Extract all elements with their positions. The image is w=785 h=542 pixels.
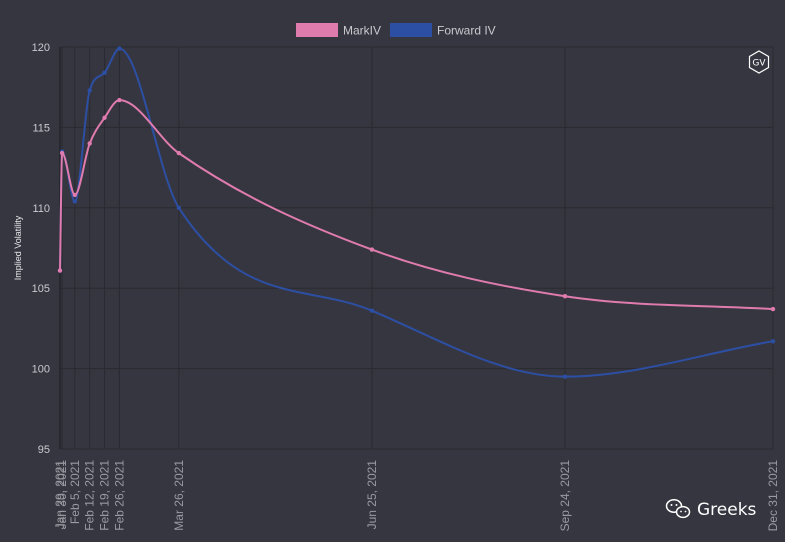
y-tick-label: 100 [32, 364, 50, 376]
wechat-icon [665, 499, 691, 519]
x-tick-label: Jan 29, 2021 [53, 460, 67, 530]
hexagon-icon [748, 50, 770, 74]
legend[interactable]: MarkIV Forward IV [296, 23, 496, 38]
data-point[interactable] [176, 205, 182, 210]
data-point[interactable] [72, 199, 78, 204]
y-axis-ticks: 95 100 105 110 115 120 [32, 42, 50, 456]
watermark: Greeks [665, 499, 757, 520]
x-tick-label: Sep 24, 2021 [558, 460, 572, 532]
data-point[interactable] [562, 294, 568, 299]
y-tick-label: 95 [38, 444, 50, 456]
y-gridlines [60, 46, 773, 450]
data-point[interactable] [59, 150, 65, 156]
data-point[interactable] [770, 306, 776, 312]
x-tick-label: Jan 30, 2021 [55, 460, 69, 530]
data-point[interactable] [72, 192, 78, 198]
data-point[interactable] [369, 247, 375, 252]
y-tick-label: 120 [32, 42, 50, 54]
x-tick-label: Feb 26, 2021 [112, 460, 126, 531]
y-axis-title: Implied Volatility [13, 215, 23, 280]
data-point[interactable] [87, 88, 92, 93]
x-gridlines [59, 47, 774, 449]
y-tick-label: 105 [32, 283, 50, 295]
gv-badge: GV [748, 50, 770, 74]
data-point[interactable] [176, 150, 182, 156]
y-tick-label: 115 [32, 122, 50, 134]
x-tick-label: Dec 31, 2021 [766, 460, 780, 532]
data-point[interactable] [87, 141, 92, 146]
x-tick-label: Feb 19, 2021 [98, 460, 112, 531]
data-point[interactable] [102, 70, 107, 75]
data-point[interactable] [57, 268, 63, 273]
legend-label: Forward IV [437, 24, 496, 38]
data-point[interactable] [117, 46, 122, 51]
legend-swatch [390, 23, 432, 37]
x-tick-label: Mar 26, 2021 [172, 460, 186, 531]
series-forward-iv [57, 46, 776, 379]
data-point[interactable] [117, 97, 122, 103]
x-tick-label: Feb 5, 2021 [68, 460, 82, 524]
y-tick-label: 110 [32, 203, 50, 215]
data-point[interactable] [102, 115, 107, 120]
series-line [59, 99, 774, 311]
legend-swatch [296, 23, 338, 37]
data-point[interactable] [562, 374, 568, 379]
data-point[interactable] [770, 339, 776, 344]
legend-item-forward-iv[interactable]: Forward IV [390, 23, 496, 38]
data-point[interactable] [369, 308, 375, 313]
series-layer [57, 46, 776, 379]
gv-badge-label: GV [752, 59, 766, 69]
x-tick-label: Jun 25, 2021 [365, 460, 379, 530]
legend-item-markiv[interactable]: MarkIV [296, 23, 381, 38]
watermark-text: Greeks [697, 500, 757, 520]
x-tick-label: Feb 12, 2021 [83, 460, 97, 531]
series-markiv [57, 97, 776, 312]
series-line [59, 47, 774, 378]
legend-label: MarkIV [343, 24, 381, 38]
